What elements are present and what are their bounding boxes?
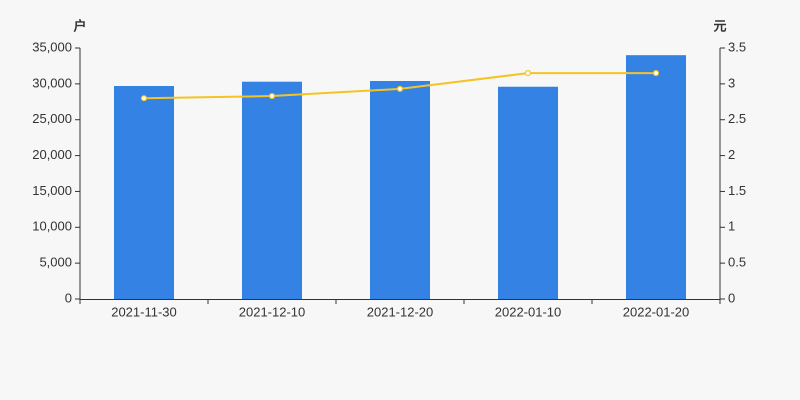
bar	[498, 86, 558, 300]
y-tick-label: 10,000	[32, 219, 72, 234]
line-point	[268, 92, 276, 100]
y-tick-label: 30,000	[32, 75, 72, 90]
y2-tick-label: 2	[728, 147, 735, 162]
bar	[114, 86, 174, 299]
line-point	[524, 69, 532, 77]
y2-tick-label: 3.5	[728, 39, 746, 54]
x-tick-label: 2022-01-10	[495, 304, 562, 319]
x-tick-label: 2021-11-30	[111, 304, 177, 319]
y2-axis-label: 元	[713, 18, 726, 33]
y-tick-label: 25,000	[32, 111, 72, 126]
y2-tick-label: 0	[728, 290, 735, 305]
line-point	[396, 85, 404, 92]
y2-tick-label: 1	[728, 219, 735, 234]
line-point	[652, 69, 660, 77]
y2-tick-label: 1.5	[728, 183, 746, 198]
y2-tick-label: 0.5	[728, 255, 746, 270]
y-tick-label: 15,000	[32, 183, 72, 198]
x-tick-label: 2022-01-20	[623, 304, 690, 319]
y2-tick-label: 3	[728, 75, 735, 90]
y-tick-label: 20,000	[32, 147, 72, 162]
x-tick-label: 2021-12-10	[239, 304, 306, 319]
y-tick-label: 35,000	[32, 39, 72, 54]
bar	[370, 80, 430, 299]
bar	[242, 81, 302, 299]
y-tick-label: 5,000	[39, 255, 72, 270]
x-tick-label: 2021-12-20	[367, 304, 434, 319]
y-axis-label: 户	[73, 18, 86, 33]
line-point	[140, 95, 148, 102]
bar	[626, 55, 686, 299]
y2-tick-label: 2.5	[728, 111, 746, 126]
y-tick-label: 0	[65, 290, 72, 305]
